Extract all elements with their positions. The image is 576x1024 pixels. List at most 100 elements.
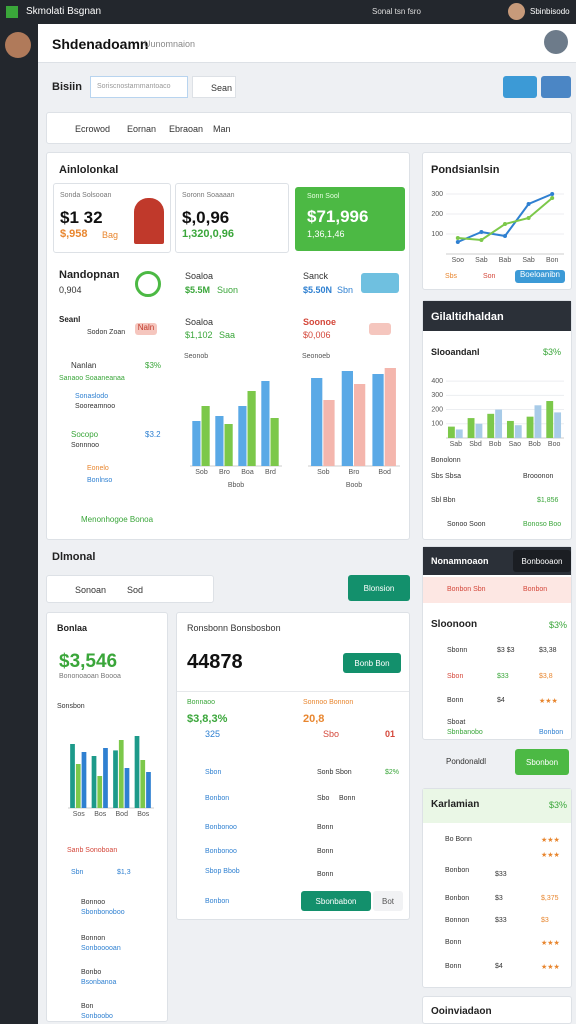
point: [455, 240, 460, 244]
tab[interactable]: Man: [213, 124, 231, 134]
select[interactable]: Sod: [127, 585, 144, 595]
profile[interactable]: [544, 30, 568, 54]
point: [455, 236, 460, 240]
user-name[interactable]: Sbinbisodo: [530, 7, 570, 16]
point: [550, 192, 555, 196]
x-tick-label: Bos: [137, 811, 150, 818]
stat-label: Sanck: [303, 271, 329, 281]
x-tick-label: Boo: [548, 441, 561, 448]
y-tick-label: 100: [431, 231, 443, 238]
action-button[interactable]: [361, 273, 399, 293]
list-item: Bonbonoo: [205, 848, 237, 855]
x-tick-label: Sbd: [469, 441, 482, 448]
bar: [113, 750, 118, 808]
bar: [261, 381, 270, 466]
avatar[interactable]: [508, 3, 525, 20]
stat-sub: Suon: [217, 285, 239, 295]
row-extra: ★★★: [541, 964, 560, 971]
bar: [475, 423, 483, 438]
bar: [215, 416, 224, 466]
stat-label: Sonda Solsooan: [60, 192, 112, 199]
alert-value: Bonbon: [523, 586, 548, 593]
stat-label: Nandopnan: [59, 269, 120, 281]
row-label: Bonbon: [445, 895, 470, 902]
secondary-button[interactable]: Bot: [373, 891, 403, 911]
action-button[interactable]: [541, 76, 571, 98]
y-tick-label: 100: [431, 421, 443, 428]
bar: [323, 400, 335, 466]
y-tick-label: 300: [431, 392, 443, 399]
row-note: Sbonbonoboo: [81, 909, 125, 916]
summary-card: Ronsbonn Bonsbosbon 44878 Bonb Bon Bonna…: [176, 612, 410, 920]
row-extra: ★★★: [541, 852, 560, 859]
point: [550, 196, 555, 200]
account-label[interactable]: Sonal tsn fsro: [372, 7, 421, 16]
primary-button[interactable]: Bonb Bon: [343, 653, 401, 673]
bar: [514, 425, 522, 438]
bar: [238, 406, 247, 466]
row-value: $33: [495, 917, 507, 924]
row-value: $3 $3: [497, 647, 515, 654]
bar: [118, 740, 124, 808]
stat-value: $,0,96: [182, 208, 230, 227]
bar: [546, 401, 554, 438]
list-item: Sbon: [205, 769, 222, 776]
x-tick-label: Bod: [116, 811, 129, 818]
card-title: Bonlaa: [57, 623, 88, 633]
tag: Naln: [135, 323, 157, 335]
point: [503, 234, 507, 238]
stat-note: Bag: [102, 230, 119, 240]
bar: [75, 764, 81, 808]
row-extra: $3,8: [539, 673, 553, 680]
primary-button[interactable]: Sbonbon: [515, 749, 569, 775]
bar: [354, 384, 366, 466]
row-note: Bsonbanoa: [81, 979, 117, 986]
row-value: $33: [495, 871, 507, 878]
filter-label[interactable]: Sonoan: [75, 585, 107, 595]
bar: [201, 406, 210, 466]
bar: [97, 776, 103, 808]
filter-label: Sean: [211, 83, 233, 93]
primary-button[interactable]: Blonsion: [348, 575, 410, 601]
list-note: Sooreamnoo: [75, 403, 116, 410]
tab[interactable]: Ebraoan: [169, 124, 204, 134]
footer-link[interactable]: Menonhogoe Bonoa: [81, 515, 154, 524]
tab[interactable]: Eornan: [127, 124, 157, 134]
header: Shdenadoamn Uunomnaion: [38, 24, 576, 63]
col-label: Sonnoo Bonnon: [303, 699, 354, 706]
row-label: Bonnon: [445, 917, 470, 924]
list-item: Bonbon: [205, 795, 230, 802]
card-title: Ronsbonn Bonsbosbon: [187, 623, 281, 633]
x-tick-label: Bos: [94, 811, 107, 818]
stat-value: $71,996: [307, 207, 369, 226]
search-box[interactable]: Soriscnostarnmantoaco: [90, 76, 188, 98]
row-extra: $,375: [541, 895, 559, 902]
stat-value: 0,904: [59, 285, 82, 295]
panel-title: Gilaltidhaldan: [431, 311, 504, 323]
row-label: Bo Bonn: [445, 836, 472, 843]
row-value: Brooonon: [523, 473, 554, 480]
header-button[interactable]: Bonbooaon: [513, 550, 571, 572]
bar: [311, 378, 323, 466]
list-note: Sodon Zoan: [87, 329, 126, 336]
alert: [423, 577, 571, 603]
col-value: 20,8: [303, 713, 325, 725]
sidebar-avatar[interactable]: [5, 32, 31, 58]
y-tick-label: 300: [431, 191, 443, 198]
col-extra: 01: [385, 729, 396, 739]
primary-button[interactable]: Sbonbabon: [301, 891, 371, 911]
header-title: Shdenadoamn: [52, 36, 149, 52]
x-tick-label: Sab: [475, 257, 488, 264]
bar: [270, 418, 279, 466]
x-tick-label: Bab: [499, 257, 512, 264]
filter-button[interactable]: Sean: [192, 76, 236, 98]
stat-sub: 1,320,0,96: [182, 228, 234, 240]
action-button[interactable]: [503, 76, 537, 98]
row-note: Sonbooooan: [81, 945, 121, 952]
list-value: $3.2: [145, 430, 161, 439]
list-item: Bonbonoo: [205, 824, 237, 831]
x-tick-label: Bob: [528, 441, 541, 448]
x-tick-label: Bon: [546, 257, 559, 264]
row-value: $33: [497, 673, 509, 680]
tab[interactable]: Ecrowod: [75, 124, 111, 134]
